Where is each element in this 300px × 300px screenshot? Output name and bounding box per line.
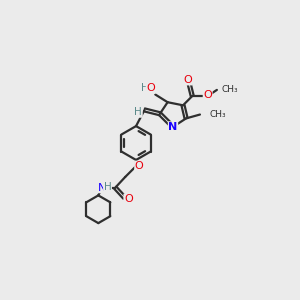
Text: H: H [104,182,111,192]
Text: CH₃: CH₃ [221,85,238,94]
Text: O: O [203,89,212,100]
Text: H: H [134,107,142,117]
Text: O: O [146,83,155,93]
Text: N: N [168,122,178,132]
Text: N: N [98,183,106,193]
Text: H: H [141,83,148,93]
Text: O: O [135,161,143,171]
Text: O: O [124,194,133,204]
Text: O: O [183,75,192,85]
Text: CH₃: CH₃ [209,110,226,119]
